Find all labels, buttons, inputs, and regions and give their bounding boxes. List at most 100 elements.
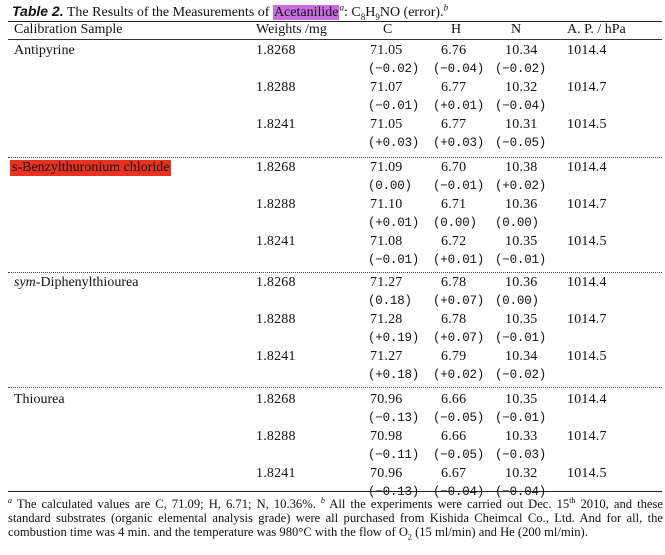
oxygen-subscript: 2 [407,532,412,542]
formula-prefix: : C [343,5,361,20]
n-error: (−0.01) [495,253,547,267]
h-value: 6.78 [441,312,467,327]
c-value: 71.28 [370,312,403,327]
h-error: (+0.03) [433,136,485,150]
sample-name: Antipyrine [14,43,75,58]
ap-value: 1014.4 [567,275,607,290]
n-error: (+0.02) [495,179,547,193]
c-error: (−0.11) [368,448,420,462]
c-error: (+0.03) [368,136,420,150]
c-value: 70.96 [370,466,403,481]
h-error: (+0.07) [433,294,485,308]
n-value: 10.32 [505,80,538,95]
c-value: 70.98 [370,429,403,444]
n-value: 10.33 [505,429,538,444]
ap-value: 1014.4 [567,43,607,58]
h-error: (+0.02) [433,368,485,382]
n-value: 10.36 [505,197,538,212]
h-error: (−0.01) [433,179,485,193]
table-label: Table 2. [12,3,64,19]
c-value: 71.09 [370,160,403,175]
c-error: (+0.01) [368,216,420,230]
header-rule [8,39,662,40]
footnote-b-text-2: 2010, and these standard substrates (org… [8,497,663,539]
h-value: 6.66 [441,429,467,444]
c-value: 71.05 [370,117,403,132]
weight-value: 1.8241 [256,117,296,132]
sample-name: sym-Diphenylthiourea [14,275,138,291]
n-error: (−0.02) [495,368,547,382]
n-error: (−0.03) [495,448,547,462]
c-error: (+0.18) [368,368,420,382]
c-value: 71.05 [370,43,403,58]
n-error: (0.00) [495,216,539,230]
sample-name-rest: -Diphenylthiourea [35,275,139,290]
h-value: 6.72 [441,234,467,249]
n-error: (0.00) [495,294,539,308]
group-divider [8,272,662,273]
weight-value: 1.8268 [256,43,296,58]
weight-value: 1.8241 [256,349,296,364]
h-error: (−0.05) [433,411,485,425]
ap-value: 1014.7 [567,312,607,327]
n-error: (−0.02) [495,62,547,76]
group-divider [8,157,662,158]
sample-name: s-Benzylthuronium chloride [10,160,172,176]
n-value: 10.36 [505,275,538,290]
footnote-b-mark: b [320,495,325,505]
weight-value: 1.8241 [256,466,296,481]
table-footnote: a The calculated values are C, 71.09; H,… [8,495,663,542]
weight-value: 1.8241 [256,234,296,249]
h-error: (−0.04) [433,62,485,76]
h-value: 6.70 [441,160,467,175]
c-error: (0.00) [368,179,412,193]
h-error: (+0.07) [433,331,485,345]
h-error: (+0.01) [433,99,485,113]
h-value: 6.66 [441,392,467,407]
n-value: 10.35 [505,312,538,327]
table-bottom-rule [8,491,662,492]
n-value: 10.31 [505,117,538,132]
n-error: (−0.04) [495,99,547,113]
caption-text: The Results of the Measurements of [63,5,273,20]
sample-name-prefix: sym [14,275,36,290]
ap-value: 1014.5 [567,349,607,364]
formula-subscript-h: 9 [375,11,380,22]
compound-name-highlight: Acetanilide [272,5,340,20]
ap-value: 1014.5 [567,234,607,249]
weight-value: 1.8268 [256,160,296,175]
ap-value: 1014.5 [567,117,607,132]
header-ap: A. P. / hPa [567,22,626,37]
ordinal-suffix: th [569,495,576,505]
c-value: 70.96 [370,392,403,407]
c-value: 71.08 [370,234,403,249]
c-value: 71.27 [370,349,403,364]
table-top-rule [8,21,662,22]
table-caption: Table 2. The Results of the Measurements… [12,3,448,21]
n-error: (−0.05) [495,136,547,150]
h-error: (+0.01) [433,253,485,267]
n-value: 10.38 [505,160,538,175]
ap-value: 1014.5 [567,466,607,481]
c-error: (−0.13) [368,411,420,425]
c-error: (−0.13) [368,485,420,499]
c-error: (−0.01) [368,253,420,267]
ap-value: 1014.7 [567,197,607,212]
header-n: N [511,22,522,37]
weight-value: 1.8288 [256,312,296,327]
c-value: 71.27 [370,275,403,290]
h-error: (−0.05) [433,448,485,462]
c-value: 71.07 [370,80,403,95]
h-value: 6.77 [441,80,467,95]
footnote-b-text-3: (15 ml/min) and He (200 ml/min). [411,525,588,539]
n-error: (−0.04) [495,485,547,499]
n-value: 10.35 [505,392,538,407]
n-value: 10.32 [505,466,538,481]
footnote-mark-a: a [339,2,344,13]
sample-name: Thiourea [14,392,65,407]
formula-h: H [365,5,376,20]
h-error: (0.00) [433,216,477,230]
group-divider [8,387,662,388]
h-value: 6.67 [441,466,467,481]
h-value: 6.79 [441,349,467,364]
